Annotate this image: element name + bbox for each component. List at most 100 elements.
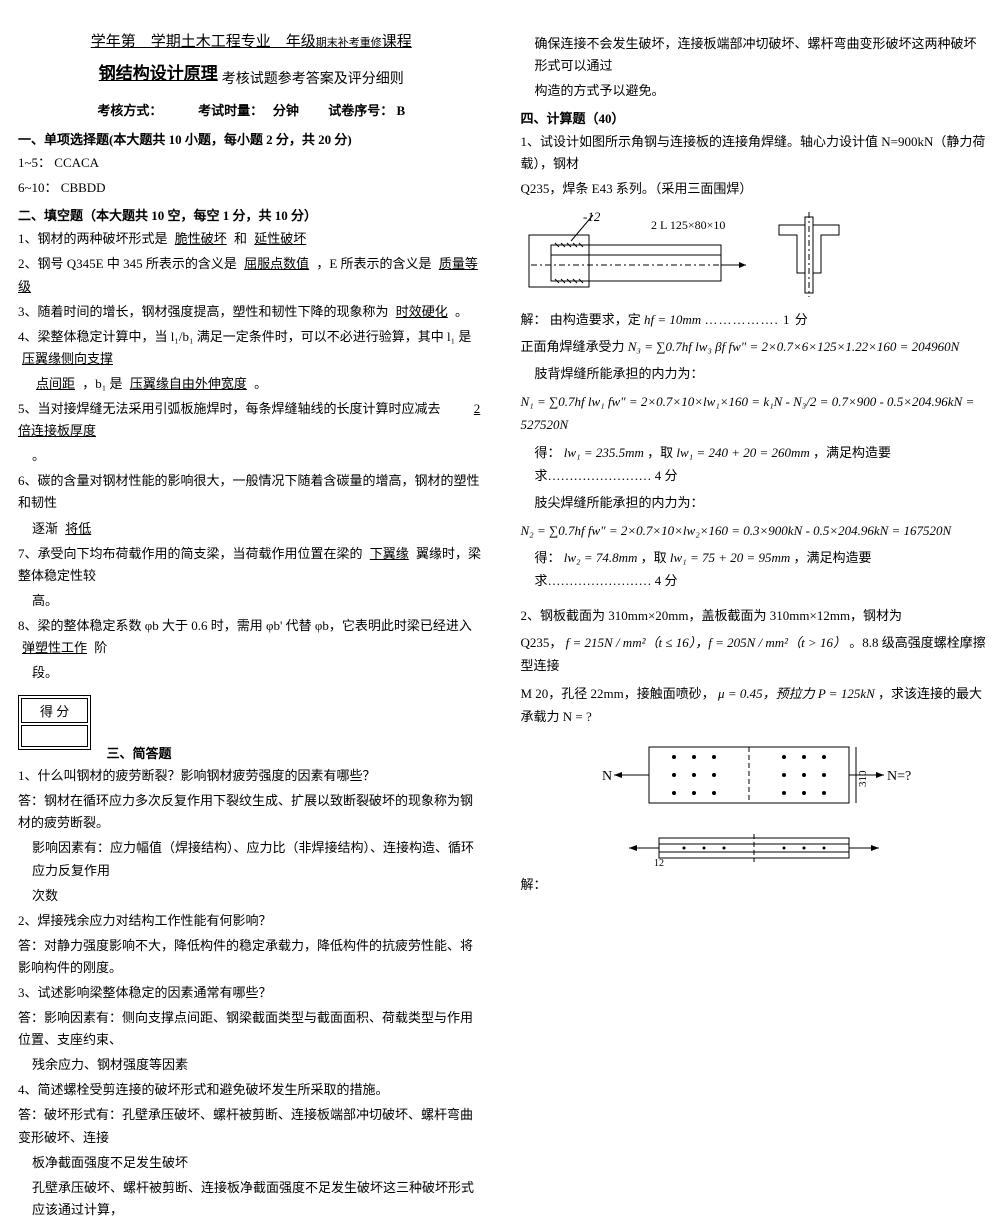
sol2: 正面角焊缝承受力 N₃ = ∑0.7hf lw₃ βf fw" = 2×0.7×… [521, 335, 988, 358]
blank-q2: 2、钢号 Q345E 中 345 所表示的含义是 屈服点数值 ，E 所表示的含义… [18, 253, 485, 297]
course-name: 钢结构设计原理 [99, 64, 218, 83]
q3-pre: 3、随着时间的增长，钢材强度提高，塑性和韧性下降的现象称为 [18, 304, 389, 319]
sa-a3-1: 答：影响因素有：侧向支撑点间距、钢梁截面类型与截面面积、荷载类型与作用位置、支座… [18, 1007, 485, 1051]
q5-pre: 5、当对接焊缝无法采用引弧板施焊时，每条焊缝轴线的长度计算时应减去 [18, 401, 441, 416]
p2-2b: f = 215N / mm²（t ≤ 16），f = 205N / mm²（t … [566, 635, 846, 650]
sa-a4-2: 板净截面强度不足发生破坏 [18, 1152, 485, 1174]
q2-a1: 屈服点数值 [240, 256, 313, 271]
sol5: 肢尖焊缝所能承担的内力为： [521, 491, 988, 514]
figure1-row: -12 2 L 125×80×10 [521, 207, 988, 302]
q4-a2: 压翼缘自由外伸宽度 [126, 376, 251, 391]
figure2: N [521, 735, 988, 868]
p2-3: M 20，孔径 22mm，接触面喷砂， μ = 0.45，预拉力 P = 125… [521, 682, 988, 729]
sa-a1-2: 影响因素有：应力幅值（焊接结构）、应力比（非焊接结构）、连接构造、循环应力反复作… [18, 837, 485, 881]
left-column: 学年第 学期土木工程专业 年级期末补考重修课程 钢结构设计原理 考核试题参考答案… [0, 0, 503, 697]
sol2-eq: N₃ = ∑0.7hf lw₃ βf fw" = 2×0.7×6×125×1.2… [628, 339, 960, 354]
sol6-r: lw₁ = 75 + 20 = 95mm [670, 550, 790, 565]
sa-q4: 4、简述螺栓受剪连接的破坏形式和避免破坏发生所采取的措施。 [18, 1079, 485, 1101]
q1-mid: 和 [234, 231, 247, 246]
p1: 1、试设计如图所示角钢与连接板的连接角焊缝。轴心力设计值 N=900kN（静力荷… [521, 131, 988, 175]
p2-2: Q235， f = 215N / mm²（t ≤ 16），f = 205N / … [521, 631, 988, 678]
fig2-310: 310 [857, 770, 869, 787]
sol2-pre: 正面角焊缝承受力 [521, 339, 625, 354]
p2-3a: M 20，孔径 22mm，接触面喷砂， [521, 686, 715, 701]
sol1-dots: ……………. 1 分 [704, 312, 808, 327]
sol5eq: N₂ = ∑0.7hf fw" = 2×0.7×10×lw₂×160 = 0.3… [521, 519, 988, 542]
fig1-label: 2 L 125×80×10 [651, 218, 725, 232]
q1-a1: 脆性破坏 [171, 231, 231, 246]
bolt-section-icon: 12 [594, 828, 914, 868]
page: 学年第 学期土木工程专业 年级期末补考重修课程 钢结构设计原理 考核试题参考答案… [0, 0, 1005, 697]
sol3eq: N₁ = ∑0.7hf lw₁ fw" = 2×0.7×10×lw₁×160 =… [521, 390, 988, 437]
q6b-pre: 逐渐 [32, 521, 58, 536]
right-column: 确保连接不会发生破坏，连接板端部冲切破坏、螺杆弯曲变形破坏这两种破坏形式可以通过… [503, 0, 1005, 697]
q3-end: 。 [455, 304, 468, 319]
blank-q5b: 。 [18, 445, 485, 467]
blank-q6: 6、碳的含量对钢材性能的影响很大，一般情况下随着含碳量的增高，钢材的塑性和韧性 [18, 470, 485, 514]
q4-pre: 4、梁整体稳定计算中，当 l₁/b₁ 满足一定条件时，可以不必进行验算，其中 l… [18, 329, 471, 344]
q1-pre: 1、钢材的两种破坏形式是 [18, 231, 168, 246]
sol4-pre: 得： [535, 445, 561, 460]
cont2: 构造的方式予以避免。 [521, 80, 988, 102]
sa-a1-1: 答：钢材在循环应力多次反复作用下裂纹生成、扩展以致断裂破坏的现象称为钢材的疲劳断… [18, 790, 485, 834]
time-label: 考试时量： [198, 103, 257, 118]
q8-end: 阶 [94, 640, 107, 655]
fig2-nq: N=? [887, 769, 911, 784]
sol5-eq: N₂ = ∑0.7hf fw" = 2×0.7×10×lw₂×160 = 0.3… [521, 523, 952, 538]
mode-label: 考核方式： [97, 103, 156, 118]
cont1: 确保连接不会发生破坏，连接板端部冲切破坏、螺杆弯曲变形破坏这两种破坏形式可以通过 [521, 33, 988, 77]
sol-label2: 解： [521, 874, 988, 896]
score-empty [21, 725, 88, 747]
blank-q7b: 高。 [18, 590, 485, 612]
bolt-holes-left [672, 755, 716, 795]
sol4: 得： lw₁ = 235.5mm ，取 lw₁ = 240 + 20 = 260… [521, 441, 988, 488]
q8-a: 弹塑性工作 [18, 640, 91, 655]
blank-q7: 7、承受向下均布荷载作用的简支梁，当荷载作用位置在梁的 下翼缘 翼缘时，梁整体稳… [18, 543, 485, 587]
blank-q5: 5、当对接焊缝无法采用引弧板施焊时，每条焊缝轴线的长度计算时应减去 2 倍连接板… [18, 398, 485, 442]
sa-a4-1: 答：破坏形式有：孔壁承压破坏、螺杆被剪断、连接板端部冲切破坏、螺杆弯曲变形破坏、… [18, 1104, 485, 1148]
sol1-hf: hf = 10mm [644, 312, 701, 327]
header-line1: 学年第 学期土木工程专业 年级期末补考重修课程 [18, 30, 485, 51]
sa-title: 三、简答题 [107, 746, 172, 761]
score-row: 得 分 三、简答题 [18, 687, 485, 762]
header-line1-post: 课程 [382, 34, 412, 50]
sol6: 得： lw₂ = 74.8mm ，取 lw₁ = 75 + 20 = 95mm … [521, 546, 988, 593]
q2-mid: ，E 所表示的含义是 [316, 256, 431, 271]
q6b-a: 将低 [61, 521, 95, 536]
blank-q4: 4、梁整体稳定计算中，当 l₁/b₁ 满足一定条件时，可以不必进行验算，其中 l… [18, 326, 485, 370]
header-line1-small: 期末补考重修 [316, 37, 382, 49]
mc-ans-6-10: 6~10： CBBDD [18, 177, 485, 199]
sa-q3: 3、试述影响梁整体稳定的因素通常有哪些？ [18, 982, 485, 1004]
no-value: B [396, 103, 405, 118]
section-icon [759, 207, 859, 302]
sa-q1: 1、什么叫钢材的疲劳断裂？影响钢材疲劳强度的因素有哪些？ [18, 765, 485, 787]
blank-q8: 8、梁的整体稳定系数 φb 大于 0.6 时，需用 φb' 代替 φb，它表明此… [18, 615, 485, 659]
header-line2: 钢结构设计原理 考核试题参考答案及评分细则 [18, 59, 485, 88]
blank-title: 二、填空题（本大题共 10 空，每空 1 分，共 10 分） [18, 205, 485, 224]
fig2-n-l: N [602, 769, 612, 784]
fig2-12: 12 [654, 858, 664, 868]
sa-q2: 2、焊接残余应力对结构工作性能有何影响？ [18, 910, 485, 932]
sa-a2: 答：对静力强度影响不大，降低构件的稳定承载力，降低构件的抗疲劳性能、将影响构件的… [18, 935, 485, 979]
q3-a: 时效硬化 [392, 304, 452, 319]
blank-q8b: 段。 [18, 662, 485, 684]
q7-a: 下翼缘 [366, 546, 413, 561]
q4-a1: 压翼缘侧向支撑 [18, 351, 117, 366]
sol4-r: lw₁ = 240 + 20 = 260mm [676, 445, 809, 460]
course-sub: 考核试题参考答案及评分细则 [222, 72, 404, 87]
sol1: 解： 由构造要求，定 hf = 10mm ……………. 1 分 [521, 308, 988, 331]
calc-title: 四、计算题（40） [521, 108, 988, 127]
q8-pre: 8、梁的整体稳定系数 φb 大于 0.6 时，需用 φb' 代替 φb，它表明此… [18, 618, 472, 633]
p2-2a: Q235， [521, 635, 563, 650]
blank-q4b: 点间距 ，b₁ 是 压翼缘自由外伸宽度 。 [18, 373, 485, 395]
p2-3b: μ = 0.45，预拉力 P = 125kN [718, 686, 875, 701]
sol-label: 解： [521, 312, 547, 327]
q4-mid: ，b₁ 是 [82, 376, 122, 391]
p2-1: 2、钢板截面为 310mm×20mm，盖板截面为 310mm×12mm，钢材为 [521, 605, 988, 627]
bolt-plan-icon: N [594, 735, 914, 820]
header-line1-text: 学年第 学期土木工程专业 年级 [91, 34, 316, 50]
figure1-left: -12 2 L 125×80×10 [521, 207, 751, 302]
q4b-pre: 点间距 [32, 376, 79, 391]
sa-a3-2: 残余应力、钢材强度等因素 [18, 1054, 485, 1076]
q1-a2: 延性破坏 [250, 231, 310, 246]
